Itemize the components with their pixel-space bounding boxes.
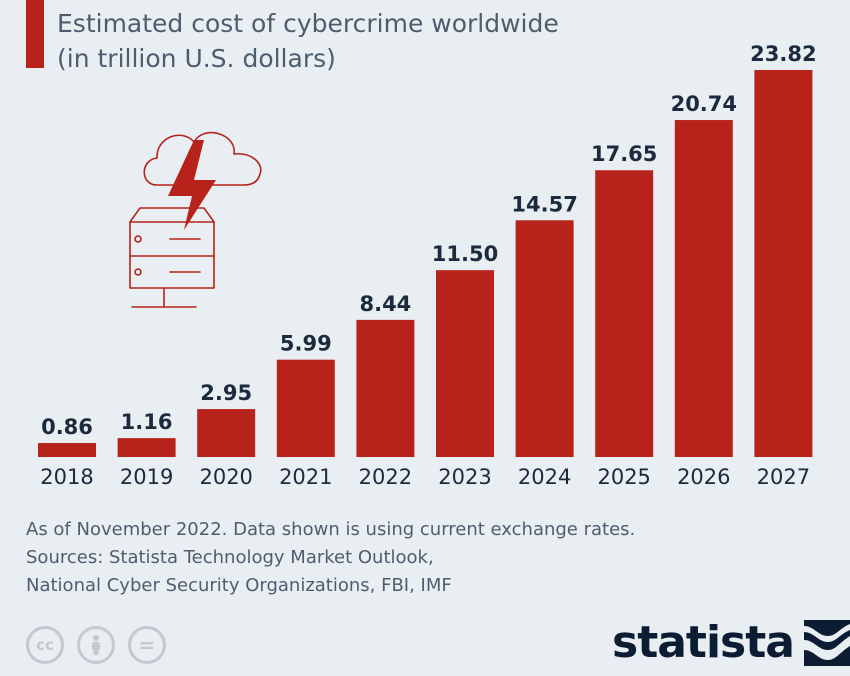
chart-title-line1: Estimated cost of cybercrime worldwide xyxy=(57,9,559,38)
bar-2022 xyxy=(356,319,415,457)
category-label-2021: 2021 xyxy=(279,465,332,489)
category-label-2023: 2023 xyxy=(438,465,491,489)
chart-title-line2: (in trillion U.S. dollars) xyxy=(57,44,336,73)
value-label-2027: 23.82 xyxy=(750,42,816,66)
value-label-2020: 2.95 xyxy=(200,381,252,405)
bar-2019 xyxy=(117,438,176,457)
value-label-2021: 5.99 xyxy=(280,332,332,356)
note-sources-continued: National Cyber Security Organizations, F… xyxy=(26,575,452,596)
category-label-2024: 2024 xyxy=(518,465,571,489)
value-label-2022: 8.44 xyxy=(359,292,411,316)
bar-chart: 0.86 2018 1.16 2019 2.95 2020 5.99 2021 8.44 2022… xyxy=(38,42,817,489)
statista-logo-icon xyxy=(803,620,850,666)
no-derivatives-icon[interactable]: = xyxy=(128,626,166,664)
creative-commons-icon[interactable]: cc xyxy=(26,626,64,664)
license-icons: cc = xyxy=(26,626,166,664)
category-label-2018: 2018 xyxy=(40,465,93,489)
bar-2026 xyxy=(674,120,733,458)
statista-wordmark: statista xyxy=(612,617,795,668)
chart-title: Estimated cost of cybercrime worldwide (… xyxy=(57,6,617,76)
category-label-2027: 2027 xyxy=(757,465,810,489)
category-label-2022: 2022 xyxy=(359,465,412,489)
value-label-2025: 17.65 xyxy=(591,142,657,166)
category-label-2020: 2020 xyxy=(199,465,252,489)
category-label-2025: 2025 xyxy=(597,465,650,489)
statista-logo[interactable]: statista xyxy=(612,618,850,668)
bar-2024 xyxy=(515,220,574,457)
value-label-2024: 14.57 xyxy=(511,192,577,216)
note-sources: Sources: Statista Technology Market Outl… xyxy=(26,547,434,568)
bar-2025 xyxy=(595,170,654,457)
bar-2023 xyxy=(436,270,494,457)
bar-2021 xyxy=(276,359,335,457)
title-accent-bar xyxy=(26,0,44,68)
chart-notes: As of November 2022. Data shown is using… xyxy=(26,516,826,600)
server-cloud-lightning-icon xyxy=(129,131,262,308)
value-label-2019: 1.16 xyxy=(121,410,173,434)
category-label-2019: 2019 xyxy=(120,465,173,489)
note-release-date: As of November 2022. Data shown is using… xyxy=(26,519,636,540)
attribution-person-icon[interactable] xyxy=(77,626,115,664)
value-label-2023: 11.50 xyxy=(432,242,498,266)
category-label-2026: 2026 xyxy=(677,465,730,489)
value-label-2026: 20.74 xyxy=(671,92,737,116)
bar-2018 xyxy=(38,443,96,457)
value-label-2018: 0.86 xyxy=(41,415,93,439)
bar-2020 xyxy=(197,409,256,457)
bar-2027 xyxy=(754,70,813,457)
